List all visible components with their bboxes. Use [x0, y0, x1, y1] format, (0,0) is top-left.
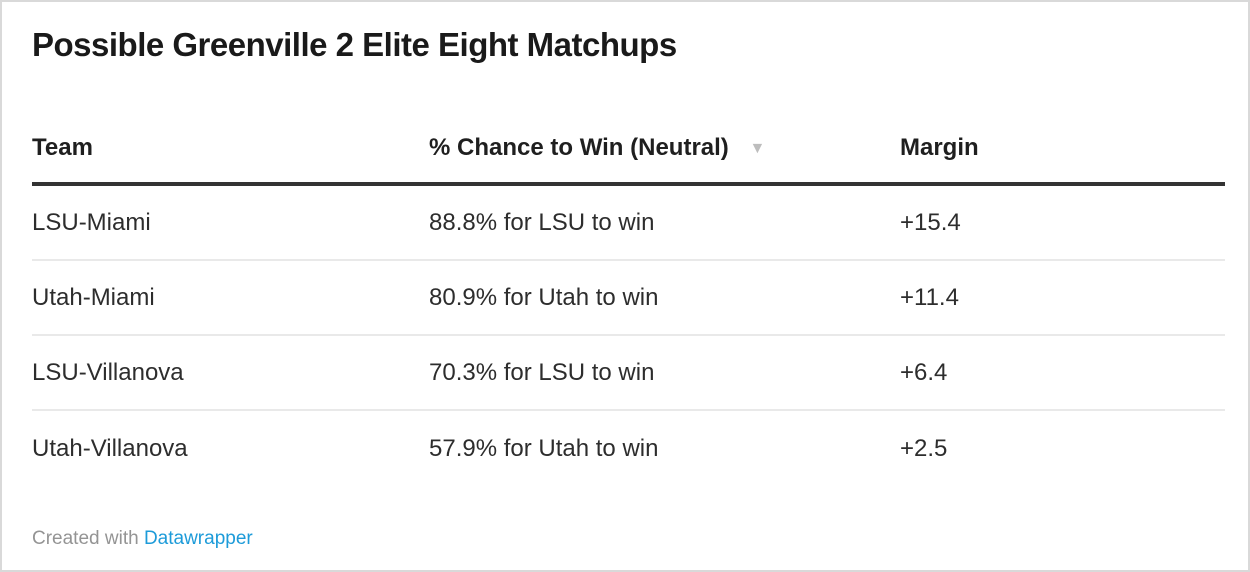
attribution-footer: Created with Datawrapper — [32, 528, 1218, 550]
column-header-chance-label: % Chance to Win (Neutral) — [429, 134, 729, 161]
margin-cell: +15.4 — [900, 208, 961, 236]
margin-cell: +11.4 — [900, 283, 959, 311]
team-cell: Utah-Miami — [32, 283, 155, 311]
chance-cell: 80.9% for Utah to win — [429, 283, 659, 311]
chance-cell: 70.3% for LSU to win — [429, 358, 655, 386]
column-header-chance[interactable]: % Chance to Win (Neutral) ▼ — [429, 134, 900, 162]
table-row: LSU-Villanova 70.3% for LSU to win +6.4 — [32, 336, 1225, 411]
table-header-row: Team % Chance to Win (Neutral) ▼ Margin — [32, 64, 1225, 186]
matchups-table: Team % Chance to Win (Neutral) ▼ Margin … — [32, 64, 1225, 486]
table-row: LSU-Miami 88.8% for LSU to win +15.4 — [32, 186, 1225, 261]
column-header-margin-label: Margin — [900, 134, 979, 161]
team-cell: LSU-Villanova — [32, 358, 184, 386]
column-header-margin[interactable]: Margin — [900, 134, 1225, 162]
table-row: Utah-Miami 80.9% for Utah to win +11.4 — [32, 261, 1225, 336]
team-cell: LSU-Miami — [32, 208, 151, 236]
column-header-team-label: Team — [32, 134, 93, 161]
attribution-prefix: Created with — [32, 528, 144, 549]
sort-descending-icon[interactable]: ▼ — [749, 140, 766, 157]
team-cell: Utah-Villanova — [32, 434, 188, 462]
margin-cell: +2.5 — [900, 434, 948, 462]
chance-cell: 57.9% for Utah to win — [429, 434, 659, 462]
page-title: Possible Greenville 2 Elite Eight Matchu… — [32, 26, 677, 63]
column-header-team[interactable]: Team — [32, 134, 429, 162]
chance-cell: 88.8% for LSU to win — [429, 208, 655, 236]
table-row: Utah-Villanova 57.9% for Utah to win +2.… — [32, 411, 1225, 486]
margin-cell: +6.4 — [900, 358, 948, 386]
datawrapper-link[interactable]: Datawrapper — [143, 528, 253, 549]
